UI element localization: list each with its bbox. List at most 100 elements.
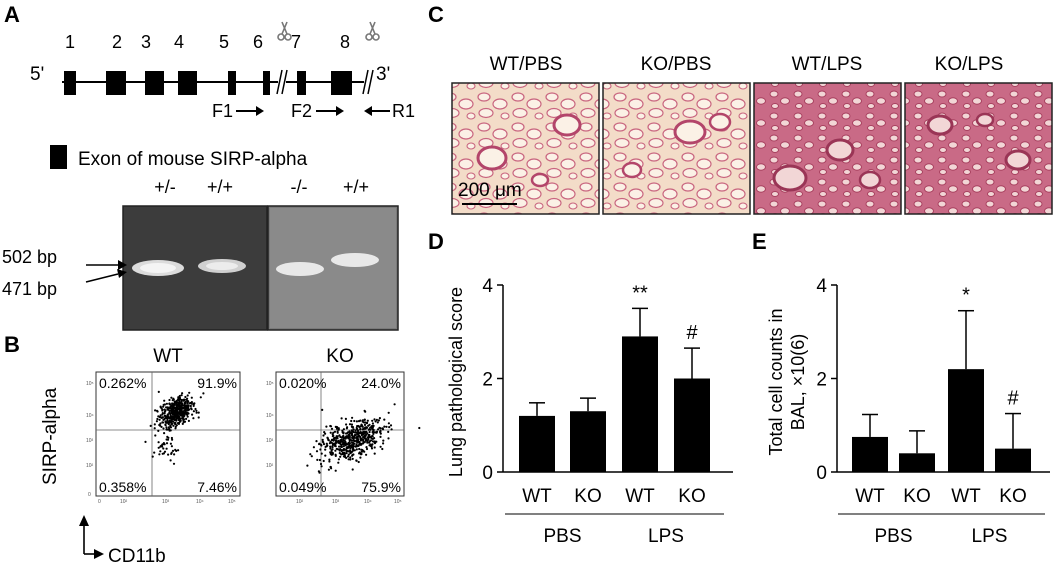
- flow-dot: [373, 440, 376, 443]
- flow-dot: [338, 452, 341, 455]
- flow-dot: [180, 394, 183, 397]
- exon-number-3: 3: [141, 32, 151, 52]
- flow-dot: [374, 420, 377, 423]
- flow-dot: [369, 426, 372, 429]
- flow-dot: [171, 422, 174, 425]
- flow-dot: [169, 442, 172, 445]
- flow-dot: [418, 426, 421, 430]
- flow-title-wt: WT: [153, 346, 183, 367]
- flow-dot: [165, 402, 168, 405]
- flow-dot: [334, 469, 337, 472]
- flow-dot: [335, 437, 338, 440]
- exon-legend-swatch: [50, 145, 67, 169]
- exon-number-7: 7: [291, 32, 301, 52]
- tick-label: 10⁴: [266, 413, 274, 419]
- flow-dot: [187, 419, 190, 422]
- flow-dot: [371, 419, 374, 422]
- flow-dot: [367, 424, 370, 427]
- flow-dot: [158, 424, 162, 427]
- flow-dot: [371, 435, 374, 438]
- flow-dot: [389, 424, 393, 427]
- histology-image-wt-pbs: [451, 82, 600, 215]
- flow-dot: [162, 405, 165, 408]
- flow-dot: [360, 450, 363, 453]
- flow-dot: [359, 453, 363, 456]
- flow-dot: [321, 438, 324, 441]
- flow-dot: [167, 416, 170, 419]
- flow-dot: [159, 450, 162, 453]
- flow-dot: [366, 419, 369, 422]
- flow-dot: [157, 446, 160, 449]
- flow-dot: [187, 412, 190, 415]
- flow-dot: [175, 404, 178, 407]
- flow-dot: [324, 454, 327, 457]
- tick-label: 10⁴: [364, 499, 372, 505]
- flow-dot: [170, 445, 173, 448]
- flow-dot: [364, 426, 367, 429]
- flow-dot: [330, 449, 333, 452]
- flow-dot: [188, 391, 191, 394]
- tick-label: 10²: [86, 463, 94, 469]
- flow-dot: [170, 451, 173, 454]
- exon-box: [106, 71, 126, 95]
- flow-dot: [168, 427, 171, 431]
- bar: [995, 448, 1031, 472]
- flow-dot: [366, 436, 369, 439]
- flow-dot: [186, 399, 189, 402]
- flow-dot: [340, 445, 343, 449]
- histology-labels: WT/PBS KO/PBS WT/LPS KO/LPS: [490, 54, 1004, 75]
- flow-dot: [368, 435, 371, 439]
- flow-dot: [359, 442, 362, 445]
- flow-dot: [332, 431, 335, 434]
- flow-dot: [153, 451, 156, 454]
- flow-dot: [190, 396, 193, 399]
- flow-dot: [346, 426, 349, 429]
- tick-label: 10⁵: [228, 499, 236, 505]
- flow-dot: [178, 407, 181, 410]
- band-arrow-icon: [85, 260, 127, 283]
- exon-number-2: 2: [112, 32, 122, 52]
- flow-dot: [165, 426, 168, 429]
- exon-box: [297, 71, 306, 95]
- flow-dot: [172, 408, 175, 411]
- flow-dot: [352, 453, 355, 456]
- flow-dot: [306, 464, 309, 467]
- flow-dot: [189, 401, 192, 405]
- flow-dot: [351, 434, 354, 437]
- flow-dot: [168, 402, 171, 405]
- tick-label: 10⁴: [86, 413, 94, 419]
- group-label: PBS: [543, 526, 581, 547]
- flow-dot: [338, 434, 341, 437]
- flow-dot: [393, 403, 396, 406]
- exon-number-6: 6: [253, 32, 263, 52]
- flow-dot: [345, 432, 348, 435]
- flow-dot: [172, 403, 175, 406]
- flow-dot: [309, 453, 312, 456]
- y-tick-label: 4: [816, 276, 827, 297]
- scale-bar-label: 200 μm: [458, 180, 522, 201]
- flow-dot: [361, 438, 365, 442]
- flow-dot: [170, 404, 174, 408]
- flow-dot: [350, 423, 353, 426]
- flow-dot: [366, 421, 369, 424]
- arrow-left-icon: [364, 106, 390, 116]
- flow-dot: [163, 432, 166, 435]
- flow-dot: [356, 436, 359, 439]
- y-tick-label: 4: [482, 276, 493, 297]
- flow-dot: [358, 451, 361, 454]
- flow-dot: [172, 462, 176, 465]
- flow-dot: [346, 455, 350, 458]
- tick-label: 10²: [120, 499, 128, 505]
- flow-dot: [331, 435, 334, 438]
- flow-dot: [339, 435, 342, 439]
- flow-dot: [347, 433, 350, 437]
- panel-a-letter: A: [4, 2, 20, 27]
- panel-c-letter: C: [428, 2, 444, 27]
- flow-dot: [181, 392, 184, 395]
- flow-dot: [361, 428, 364, 431]
- flow-dot: [344, 443, 347, 446]
- flow-dot: [144, 440, 147, 443]
- flow-dot: [358, 447, 361, 451]
- x-tick-label: KO: [678, 486, 705, 507]
- flow-dot: [357, 444, 360, 447]
